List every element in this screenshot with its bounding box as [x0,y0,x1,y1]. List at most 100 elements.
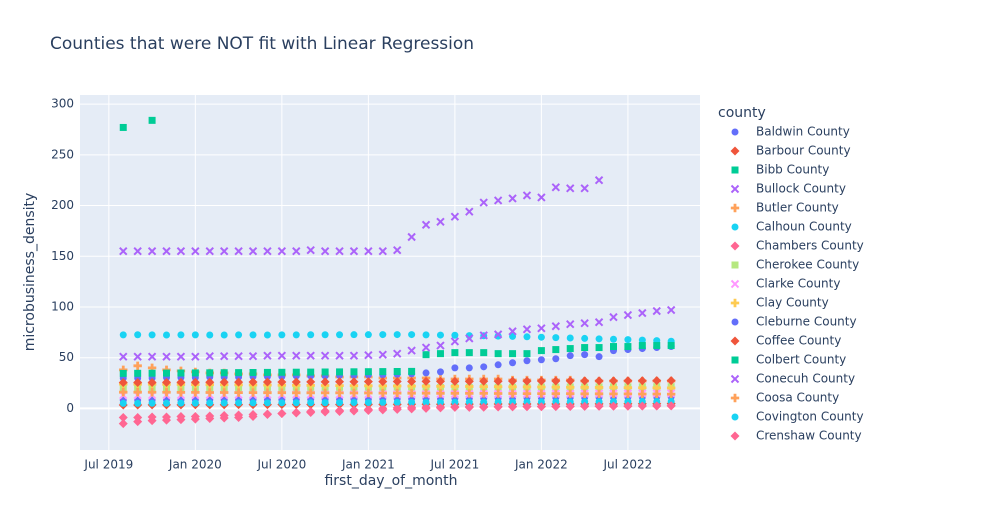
marker [307,399,315,407]
x-tick-label: Jan 2020 [168,458,222,472]
marker [436,368,444,376]
marker [277,351,287,360]
x-axis-title: first_day_of_month [324,473,457,489]
marker [364,368,372,376]
marker [609,398,617,406]
marker [118,413,128,423]
marker [465,382,474,391]
marker [594,318,604,327]
marker [378,405,388,415]
marker [336,368,344,376]
marker [637,401,647,411]
marker [594,383,604,392]
marker [408,367,416,375]
marker [234,410,244,420]
marker [350,368,358,376]
x-tick-label: Jul 2019 [83,458,133,472]
marker [581,351,589,359]
marker [262,409,272,419]
marker [609,312,618,322]
marker [609,389,618,399]
marker [249,331,257,339]
marker [465,334,474,343]
marker [278,331,286,339]
legend-marker [730,393,740,403]
legend-marker [730,298,740,308]
marker [234,247,243,256]
marker [190,412,200,422]
marker [623,310,633,320]
marker [494,398,502,406]
marker [637,376,647,386]
y-tick-label: 0 [66,401,74,415]
marker [219,351,229,361]
marker [263,368,271,376]
marker [119,365,128,375]
marker [364,399,372,407]
marker [494,332,502,340]
marker [450,382,460,391]
marker [666,401,676,411]
marker [623,376,633,386]
marker [580,319,589,328]
marker [450,402,460,412]
legend-label: Clay County [756,296,829,310]
marker [407,377,417,387]
marker [163,331,171,339]
marker [379,398,387,406]
legend-marker [730,279,740,289]
marker [147,377,157,387]
marker [450,212,460,221]
marker [235,399,243,407]
marker [566,383,575,392]
marker [407,346,416,355]
legend-marker [731,223,739,231]
marker [277,388,287,397]
legend-title: county [718,105,766,121]
marker [262,377,272,387]
legend-marker [730,431,740,441]
marker [292,331,300,339]
marker [335,388,344,398]
legend-label: Barbour County [756,144,851,158]
marker [349,351,359,360]
marker [220,331,228,339]
legend-label: Baldwin County [756,125,850,139]
marker [580,383,589,392]
marker [162,412,172,422]
marker [523,398,531,406]
marker [234,388,243,397]
marker [163,399,171,407]
marker [552,398,560,406]
marker [191,399,199,407]
marker [508,382,517,392]
marker [652,383,661,393]
marker [652,306,661,316]
y-tick-label: 150 [51,249,74,263]
marker [248,351,258,361]
marker [205,377,215,387]
marker [566,389,575,398]
marker [508,402,518,412]
marker [335,406,345,416]
marker [493,402,503,412]
marker [235,331,243,339]
marker [566,184,575,193]
marker [219,247,229,256]
marker [147,388,157,397]
marker [234,351,243,361]
marker [436,382,445,391]
marker [566,398,574,406]
marker [638,383,647,392]
marker [133,361,142,371]
marker [408,331,416,339]
marker [608,376,618,386]
marker [378,377,388,387]
marker [191,369,199,377]
marker [565,376,575,386]
marker [162,247,171,256]
marker [306,245,315,255]
marker [508,376,518,386]
marker [393,388,402,398]
marker [320,377,330,387]
